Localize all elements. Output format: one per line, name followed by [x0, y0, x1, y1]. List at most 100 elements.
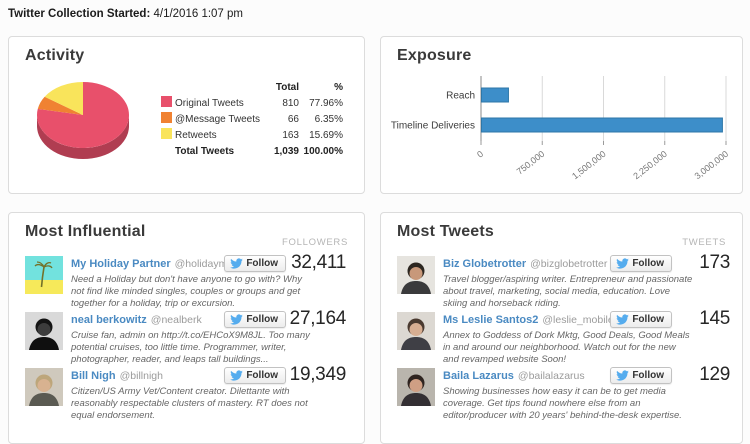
- follow-button[interactable]: Follow: [224, 311, 286, 328]
- bar: [481, 87, 509, 103]
- legend-header-pct: %: [334, 81, 343, 93]
- x-tick-label: 0: [475, 149, 485, 160]
- legend-row: Original Tweets 810 77.96%: [161, 95, 343, 111]
- person-bio: Cruise fan, admin on http://t.co/EHCoX9M…: [71, 330, 310, 365]
- follow-button-label: Follow: [246, 314, 278, 325]
- twitter-bird-icon: [616, 258, 630, 269]
- person-name-line: neal berkowitz @nealberk: [71, 310, 364, 328]
- bar-category-label: Reach: [446, 91, 475, 102]
- person-row: Bill Nigh @billnigh Citizen/US Army Vet/Co…: [9, 364, 364, 422]
- legend-row: @Message Tweets 66 6.35%: [161, 111, 343, 127]
- legend-total-value: 163: [282, 129, 299, 141]
- x-tick-label: 2,250,000: [631, 149, 669, 182]
- twitter-bird-icon: [230, 314, 244, 325]
- follow-button[interactable]: Follow: [610, 311, 672, 328]
- collection-header: Twitter Collection Started: 4/1/2016 1:0…: [8, 8, 243, 20]
- most-influential-panel: Most Influential FOLLOWERS My Holiday Pa…: [8, 212, 365, 444]
- bar: [481, 117, 723, 133]
- exposure-bar-chart: 0 750,000 1,500,000 2,250,000 3,000,000 Reach…: [391, 76, 731, 182]
- activity-panel: Activity Total% Original Tweets 810 77.96% @…: [8, 36, 365, 194]
- most-influential-list: My Holiday Partner @holidaymatch Need a Ho…: [9, 252, 364, 422]
- avatar-image: [397, 368, 435, 406]
- follow-button[interactable]: Follow: [610, 367, 672, 384]
- pie-slice: [37, 82, 129, 148]
- metric-value: 173: [699, 252, 730, 273]
- x-tick-label: 1,500,000: [570, 149, 608, 182]
- follow-button-label: Follow: [632, 314, 664, 325]
- person-bio: Travel blogger/aspiring writer. Entrepre…: [443, 274, 693, 309]
- legend-label: Retweets: [175, 129, 217, 141]
- activity-title: Activity: [25, 47, 85, 64]
- person-name-line: Ms Leslie Santos2 @leslie_mobile: [443, 310, 742, 328]
- avatar[interactable]: [397, 368, 435, 406]
- person-handle: @bizglobetrotter: [530, 258, 608, 270]
- person-name-link[interactable]: My Holiday Partner: [71, 258, 171, 270]
- person-name-line: Bill Nigh @billnigh: [71, 366, 364, 384]
- person-name-link[interactable]: Ms Leslie Santos2: [443, 314, 539, 326]
- person-name-link[interactable]: Bill Nigh: [71, 370, 116, 382]
- avatar-image: [25, 256, 63, 294]
- exposure-panel: 0 750,000 1,500,000 2,250,000 3,000,000 Reach…: [380, 36, 743, 194]
- legend-total-value: 1,039: [273, 145, 299, 157]
- legend-total-row: Total Tweets 1,039 100.00%: [161, 143, 343, 159]
- tweets-column-header: TWEETS: [682, 237, 726, 248]
- person-row: Biz Globetrotter @bizglobetrotter Travel b…: [381, 252, 742, 310]
- person-bio: Citizen/US Army Vet/Content creator. Dil…: [71, 386, 308, 421]
- avatar[interactable]: [25, 368, 63, 406]
- follow-button[interactable]: Follow: [610, 255, 672, 272]
- person-name-link[interactable]: neal berkowitz: [71, 314, 147, 326]
- person-name-line: Baila Lazarus @bailalazarus: [443, 366, 742, 384]
- x-tick-label: 3,000,000: [693, 149, 731, 182]
- avatar[interactable]: [397, 312, 435, 350]
- twitter-bird-icon: [616, 370, 630, 381]
- legend-label: @Message Tweets: [175, 113, 261, 125]
- collection-header-label: Twitter Collection Started:: [8, 8, 151, 20]
- person-row: My Holiday Partner @holidaymatch Need a Ho…: [9, 252, 364, 310]
- twitter-bird-icon: [230, 258, 244, 269]
- person-handle: @leslie_mobile: [542, 314, 614, 326]
- avatar-image: [397, 256, 435, 294]
- legend-label: Total Tweets: [175, 145, 235, 157]
- follow-button[interactable]: Follow: [224, 255, 286, 272]
- legend-pct-value: 15.69%: [309, 129, 343, 141]
- follow-button[interactable]: Follow: [224, 367, 286, 384]
- follow-button-label: Follow: [632, 258, 664, 269]
- bar-category-label: Timeline Deliveries: [391, 121, 475, 132]
- most-influential-title: Most Influential: [25, 223, 146, 240]
- person-name-link[interactable]: Baila Lazarus: [443, 370, 514, 382]
- legend-header-row: Total%: [161, 79, 343, 95]
- person-bio: Need a Holiday but don't have anyone to …: [71, 274, 303, 309]
- metric-value: 32,411: [291, 252, 346, 273]
- follow-button-label: Follow: [632, 370, 664, 381]
- metric-value: 27,164: [289, 308, 347, 329]
- person-row: Baila Lazarus @bailalazarus Showing busine…: [381, 364, 742, 422]
- legend-pct-value: 6.35%: [314, 113, 343, 125]
- avatar[interactable]: [25, 256, 63, 294]
- avatar-image: [25, 368, 63, 406]
- avatar-image: [397, 312, 435, 350]
- followers-column-header: FOLLOWERS: [282, 237, 348, 248]
- follow-button-label: Follow: [246, 370, 278, 381]
- legend-swatch: [161, 96, 172, 107]
- activity-legend-table: Total% Original Tweets 810 77.96% @Message T…: [161, 79, 343, 159]
- legend-header-total: Total: [275, 81, 299, 93]
- most-tweets-panel: Most Tweets TWEETS Biz Globetrotter @bizg…: [380, 212, 743, 444]
- person-name-link[interactable]: Biz Globetrotter: [443, 258, 527, 270]
- legend-label: Original Tweets: [175, 97, 244, 109]
- pie-slice: [37, 96, 83, 115]
- exposure-title: Exposure: [397, 47, 472, 64]
- person-bio: Showing businesses how easy it can be to…: [443, 386, 682, 421]
- metric-value: 129: [699, 364, 730, 385]
- follow-button-label: Follow: [246, 258, 278, 269]
- person-row: neal berkowitz @nealberk Cruise fan, admin…: [9, 308, 364, 366]
- most-tweets-list: Biz Globetrotter @bizglobetrotter Travel b…: [381, 252, 742, 422]
- metric-value: 145: [699, 308, 730, 329]
- person-row: Ms Leslie Santos2 @leslie_mobile Annex to …: [381, 308, 742, 366]
- avatar[interactable]: [25, 312, 63, 350]
- twitter-bird-icon: [230, 370, 244, 381]
- legend-total-value: 810: [282, 97, 299, 109]
- avatar[interactable]: [397, 256, 435, 294]
- activity-pie-chart: [37, 82, 129, 159]
- person-name-line: Biz Globetrotter @bizglobetrotter: [443, 254, 742, 272]
- legend-row: Retweets 163 15.69%: [161, 127, 343, 143]
